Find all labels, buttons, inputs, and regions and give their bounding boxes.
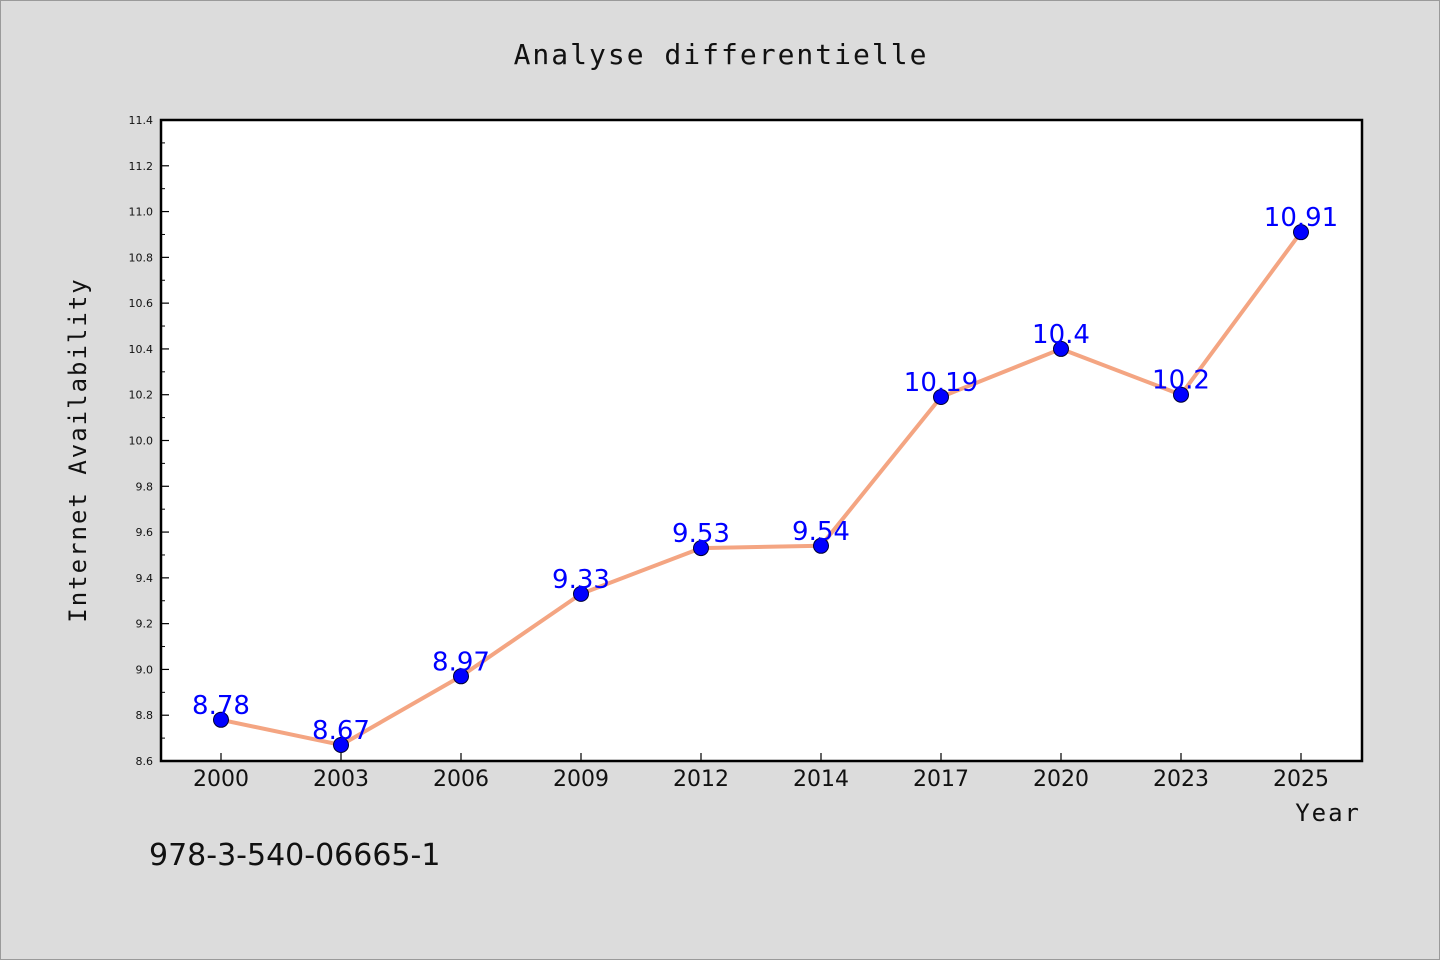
data-point	[1173, 386, 1189, 403]
x-tick-label: 2000	[193, 767, 249, 792]
y-axis-label: Internet Availability	[64, 277, 92, 622]
x-tick-label: 2009	[553, 767, 609, 792]
x-tick-label: 2020	[1033, 767, 1089, 792]
series-layer	[213, 224, 1309, 753]
y-tick-label: 9.4	[136, 572, 154, 585]
data-label: 10.4	[1032, 320, 1090, 350]
identifier-text: 978-3-540-06665-1	[149, 838, 440, 873]
chart-title: Analyse differentielle	[514, 38, 929, 71]
y-axis-ticks: 8.6 8.8 9.0 9.2 9.4 9.6 9.8 10.0 10.2 10.4 10.6 10.…	[129, 114, 169, 768]
y-tick-label: 9.0	[136, 663, 154, 676]
y-tick-label: 11.0	[129, 206, 154, 219]
data-label: 8.97	[432, 647, 490, 677]
y-tick-label: 10.0	[129, 435, 154, 448]
series-line	[219, 230, 1303, 747]
data-point	[213, 711, 229, 728]
y-tick-label: 11.4	[129, 114, 154, 127]
data-label: 10.2	[1152, 366, 1210, 396]
y-tick-label: 10.4	[129, 343, 154, 356]
data-labels-layer: 8.78 8.67 8.97 9.33 9.53 9.54 10.19 10.4 10.2 10.…	[192, 203, 1338, 746]
y-tick-label: 9.2	[136, 618, 154, 631]
x-tick-label: 2023	[1153, 767, 1209, 792]
x-axis-ticks: 2000 2003 2006 2009 2012 2014 2017 2020 2023 2025	[193, 753, 1329, 792]
x-tick-label: 2014	[793, 767, 849, 792]
x-axis-label: Year	[1295, 799, 1361, 827]
y-tick-label: 10.6	[129, 297, 154, 310]
data-label: 10.91	[1264, 203, 1338, 233]
y-tick-label: 9.8	[136, 480, 154, 493]
y-tick-label: 8.6	[136, 755, 154, 768]
data-label: 8.67	[312, 716, 370, 746]
data-label: 10.19	[904, 368, 978, 398]
data-point	[1293, 224, 1309, 241]
data-point	[693, 540, 709, 557]
data-label: 9.54	[792, 517, 850, 547]
data-label: 9.33	[552, 565, 610, 595]
data-point	[333, 736, 349, 753]
data-label: 8.78	[192, 691, 250, 721]
data-label: 9.53	[672, 519, 730, 549]
x-tick-label: 2003	[313, 767, 369, 792]
data-point	[813, 537, 829, 554]
data-point	[933, 389, 949, 406]
y-tick-label: 10.2	[129, 389, 154, 402]
x-tick-label: 2017	[913, 767, 969, 792]
plot-area	[161, 120, 1362, 761]
data-point	[1053, 340, 1069, 357]
x-tick-label: 2025	[1273, 767, 1329, 792]
plot-frame	[159, 118, 1364, 763]
x-tick-label: 2006	[433, 767, 489, 792]
data-point	[453, 668, 469, 685]
x-tick-label: 2012	[673, 767, 729, 792]
y-tick-label: 10.8	[129, 251, 154, 264]
data-point	[573, 585, 589, 602]
y-tick-label: 8.8	[136, 709, 154, 722]
y-tick-label: 11.2	[129, 160, 154, 173]
y-tick-label: 9.6	[136, 526, 154, 539]
